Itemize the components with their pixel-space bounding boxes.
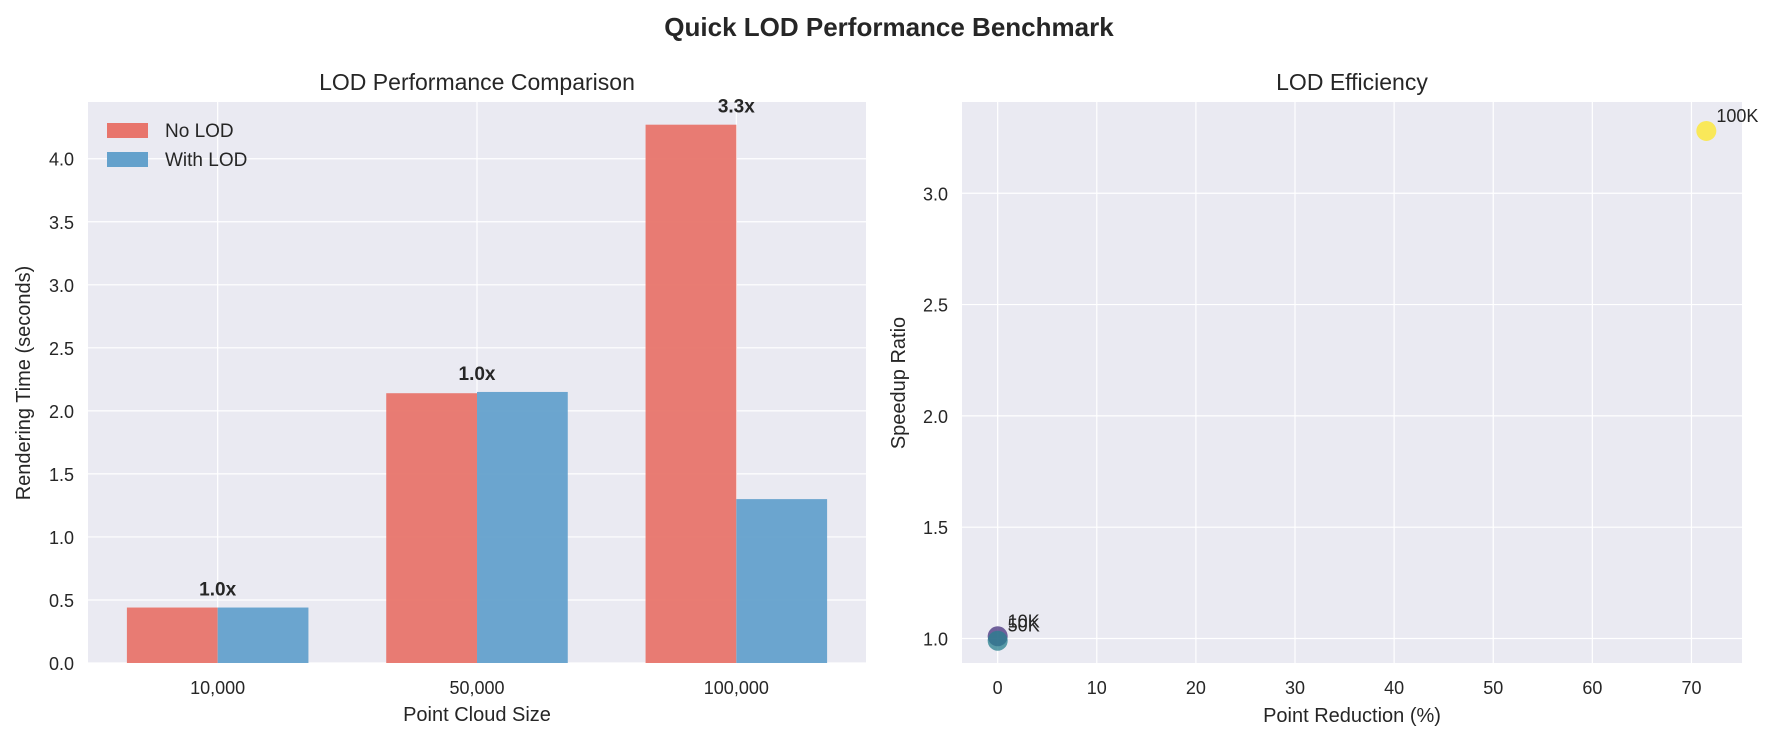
scatter-x-tick-label: 70	[1681, 678, 1701, 698]
scatter-x-tick-label: 60	[1582, 678, 1602, 698]
bar-y-tick-label: 2.0	[49, 402, 74, 422]
scatter-y-tick-label: 1.5	[923, 518, 948, 538]
legend: No LOD With LOD	[107, 121, 247, 171]
bar-with-lod-2	[736, 499, 828, 663]
scatter-point-100k	[1696, 120, 1717, 141]
scatter-chart-title: LOD Efficiency	[1276, 69, 1428, 95]
scatter-y-tick-label: 2.0	[923, 407, 948, 427]
bar-y-tick-label: 4.0	[49, 150, 74, 170]
scatter-y-axis-label: Speedup Ratio	[888, 317, 910, 449]
bar-x-tick-label: 100,000	[704, 678, 769, 698]
scatter-y-axis: 1.0 1.5 2.0 2.5 3.0	[923, 184, 948, 649]
bar-y-tick-label: 2.5	[49, 339, 74, 359]
scatter-x-tick-label: 50	[1483, 678, 1503, 698]
bar-no-lod-2	[645, 124, 737, 663]
speedup-label: 1.0x	[459, 364, 496, 385]
scatter-x-axis: 0 10 20 30 40 50 60 70	[993, 678, 1702, 698]
bar-chart-panel: 1.0x 1.0x 3.3x 0.0 0.5 1.0 1.5 2.0 2.5 3.0 3.5 4.0…	[13, 69, 866, 726]
bar-x-tick-label: 50,000	[449, 678, 504, 698]
scatter-point-label: 10K	[1008, 611, 1040, 631]
bar-x-axis: 10,000 50,000 100,000	[190, 678, 769, 698]
legend-swatch-no-lod	[107, 123, 148, 138]
bar-y-tick-label: 0.5	[49, 591, 74, 611]
bar-x-axis-label: Point Cloud Size	[403, 704, 551, 726]
bar-chart-title: LOD Performance Comparison	[319, 69, 635, 95]
scatter-point-label: 100K	[1716, 106, 1758, 126]
legend-swatch-with-lod	[107, 152, 148, 167]
bar-y-tick-label: 3.0	[49, 276, 74, 296]
bar-with-lod-1	[477, 391, 568, 663]
scatter-point-label: 50K	[1008, 616, 1040, 636]
legend-label-no-lod: No LOD	[165, 121, 234, 142]
scatter-plot-area	[962, 102, 1742, 663]
bar-y-tick-label: 0.0	[49, 654, 74, 674]
bar-no-lod-1	[386, 393, 477, 663]
speedup-label: 1.0x	[199, 580, 236, 601]
scatter-y-tick-label: 2.5	[923, 296, 948, 316]
scatter-x-tick-label: 40	[1384, 678, 1404, 698]
bar-x-tick-label: 10,000	[190, 678, 245, 698]
scatter-y-tick-label: 3.0	[923, 184, 948, 204]
scatter-x-tick-label: 10	[1087, 678, 1107, 698]
speedup-label: 3.3x	[718, 97, 755, 118]
bar-y-tick-label: 1.0	[49, 528, 74, 548]
bar-no-lod-0	[126, 607, 218, 663]
scatter-x-tick-label: 0	[993, 678, 1003, 698]
scatter-x-axis-label: Point Reduction (%)	[1263, 705, 1441, 727]
figure-title: Quick LOD Performance Benchmark	[664, 12, 1114, 42]
scatter-grid	[962, 102, 1742, 663]
bar-value-labels: 1.0x 1.0x 3.3x	[199, 97, 755, 601]
scatter-x-tick-label: 20	[1186, 678, 1206, 698]
legend-label-with-lod: With LOD	[165, 150, 247, 171]
bar-y-tick-label: 1.5	[49, 465, 74, 485]
bar-y-axis: 0.0 0.5 1.0 1.5 2.0 2.5 3.0 3.5 4.0	[49, 150, 74, 674]
scatter-x-tick-label: 30	[1285, 678, 1305, 698]
bar-with-lod-0	[217, 607, 309, 663]
bar-series	[126, 124, 828, 663]
scatter-point-50k	[987, 630, 1008, 651]
bar-y-tick-label: 3.5	[49, 213, 74, 233]
bar-y-axis-label: Rendering Time (seconds)	[13, 266, 35, 501]
scatter-y-tick-label: 1.0	[923, 630, 948, 650]
